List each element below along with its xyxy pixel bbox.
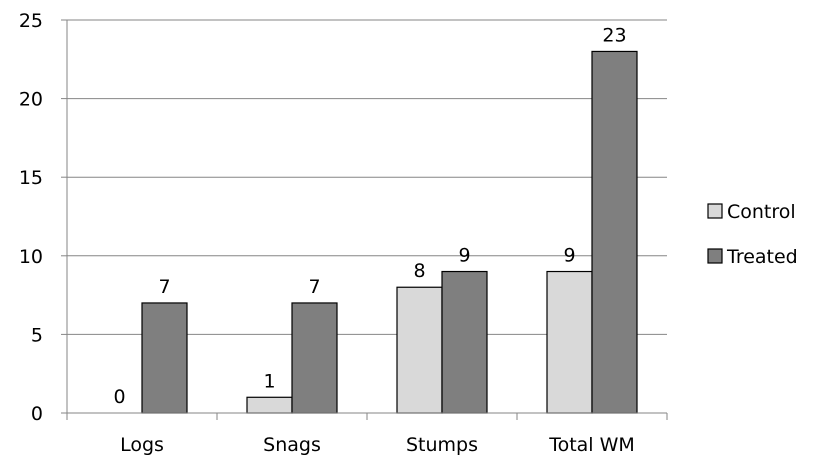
category-label: Snags (263, 434, 321, 456)
data-label-control: 8 (413, 260, 425, 282)
y-tick-label: 15 (19, 167, 43, 189)
bar-control-2 (396, 286, 443, 414)
legend-label-treated: Treated (726, 246, 798, 268)
bar-control-3 (546, 270, 593, 414)
data-label-treated: 23 (602, 24, 626, 46)
y-tick-label: 5 (31, 324, 43, 346)
data-label-treated: 9 (458, 245, 470, 267)
bar-treated-0 (141, 302, 188, 414)
bar-treated-1 (291, 302, 338, 414)
bar-treated-2 (441, 270, 488, 414)
y-tick-label: 20 (19, 89, 43, 111)
legend-label-control: Control (727, 201, 796, 223)
category-label: Stumps (406, 434, 478, 456)
data-label-treated: 7 (158, 276, 170, 298)
legend-swatch-treated (707, 248, 723, 264)
y-tick-label: 0 (31, 403, 43, 425)
bar-treated-3 (591, 50, 638, 414)
y-tick-label: 25 (19, 10, 43, 32)
category-label: Logs (120, 434, 164, 456)
category-label: Total WM (548, 434, 635, 456)
data-label-control: 9 (563, 245, 575, 267)
bars (141, 50, 638, 414)
data-label-control: 0 (113, 386, 125, 408)
data-label-treated: 7 (308, 276, 320, 298)
axes (61, 19, 668, 420)
data-label-control: 1 (263, 370, 275, 392)
legend: Control Treated (707, 201, 798, 268)
bar-control-1 (246, 396, 293, 414)
legend-swatch-control (707, 203, 723, 219)
labels: 0 5 10 15 20 25 0 7 Logs 1 7 Snags 8 9 Stumps 9 23 Total … (19, 10, 635, 456)
y-tick-label: 10 (19, 246, 43, 268)
